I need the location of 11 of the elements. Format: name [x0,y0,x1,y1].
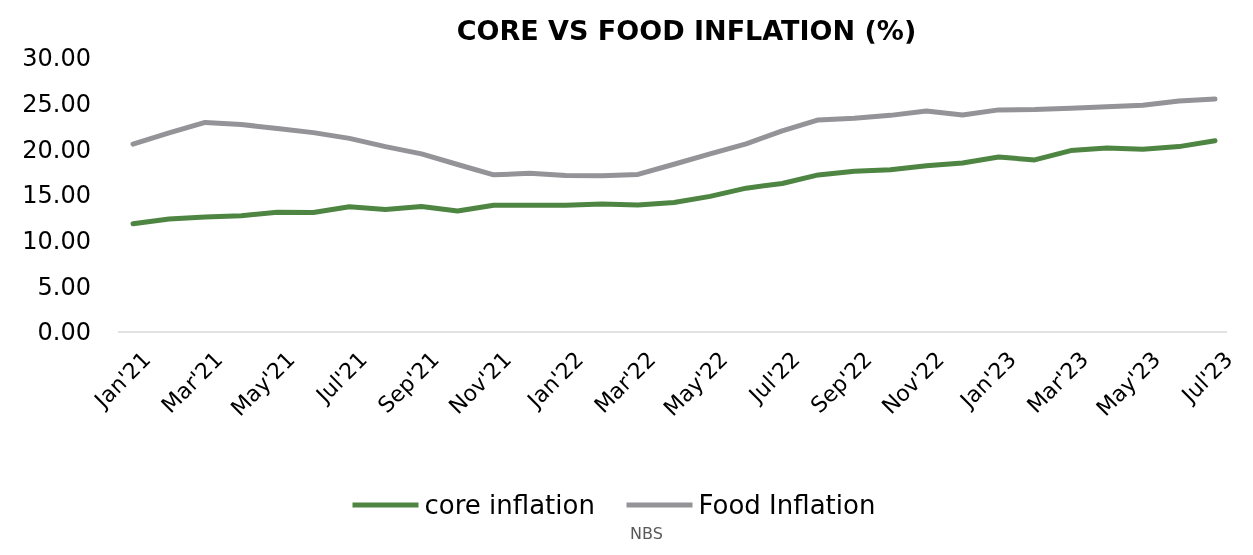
y-tick-label: 30.00 [22,44,91,73]
y-tick-label: 10.00 [22,227,91,256]
y-tick-label: 15.00 [22,181,91,210]
legend-label: Food Inflation [698,490,876,521]
legend-label: core inflation [424,490,595,521]
y-tick-label: 0.00 [37,318,91,347]
y-tick-label: 5.00 [37,272,91,301]
text: NBS [630,524,663,543]
y-tick-label: 20.00 [22,135,91,164]
chart-title: CORE VS FOOD INFLATION (%) [456,15,917,46]
y-tick-label: 25.00 [22,90,91,119]
